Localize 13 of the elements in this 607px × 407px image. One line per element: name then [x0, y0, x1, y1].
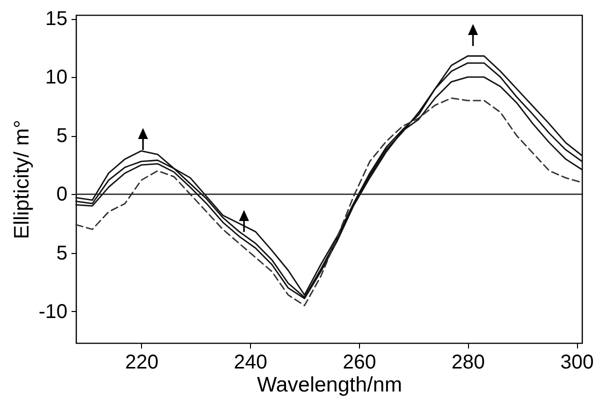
y-tick-label: -10	[38, 300, 68, 323]
y-tick-label: 0	[56, 184, 68, 206]
y-axis-title: Ellipticity/ m°	[10, 120, 34, 240]
x-axis-title: Wavelength/nm	[256, 374, 402, 396]
x-tick-label: 300	[560, 352, 594, 374]
y-tick-label: 5	[56, 125, 68, 148]
x-tick-label: 240	[234, 352, 268, 374]
y-tick-label: 5	[56, 242, 68, 264]
x-tick-label: 280	[452, 352, 485, 374]
x-tick-label: 260	[342, 352, 376, 374]
y-tick-label: 10	[45, 66, 68, 89]
y-tick-label: 15	[45, 8, 68, 30]
x-tick-label: 220	[125, 352, 158, 374]
